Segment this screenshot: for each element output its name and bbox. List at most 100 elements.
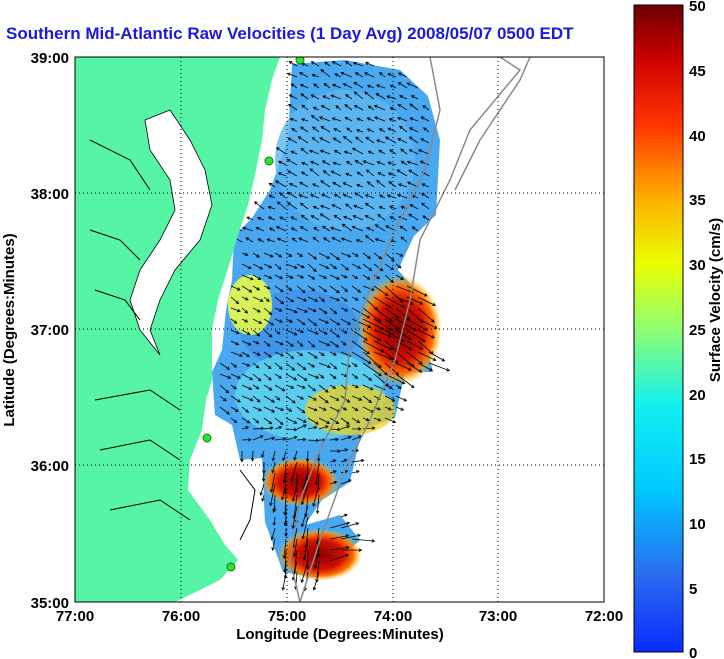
- velocity-vector-head: [332, 161, 337, 165]
- velocity-vector-head: [301, 409, 306, 414]
- velocity-vector: [318, 307, 328, 314]
- velocity-vector-head: [336, 322, 341, 326]
- velocity-vector: [296, 438, 306, 441]
- velocity-vector: [395, 406, 404, 411]
- x-tick-label: 74:00: [374, 608, 412, 625]
- velocity-vector-head: [305, 458, 310, 463]
- velocity-vector: [377, 214, 386, 221]
- velocity-vector-head: [330, 170, 335, 174]
- velocity-vector-head: [311, 136, 316, 141]
- velocity-vector-head: [268, 182, 273, 187]
- velocity-vector-head: [346, 160, 350, 165]
- velocity-vector-head: [343, 150, 348, 155]
- velocity-vector-head: [236, 308, 241, 313]
- velocity-vector-head: [411, 226, 416, 230]
- velocity-vector: [362, 362, 382, 376]
- velocity-vector-head: [312, 126, 316, 130]
- velocity-vector: [296, 285, 306, 293]
- velocity-vector: [408, 213, 419, 221]
- velocity-vector-head: [313, 83, 317, 87]
- velocity-vector-head: [406, 82, 411, 86]
- x-axis-label: Longitude (Degrees:Minutes): [236, 626, 444, 643]
- velocity-vector: [300, 148, 309, 155]
- velocity-vector: [277, 201, 287, 210]
- velocity-vector: [329, 252, 340, 260]
- velocity-vector: [343, 136, 353, 144]
- velocity-vector: [334, 194, 342, 199]
- velocity-vector: [317, 494, 320, 514]
- velocity-vector: [311, 215, 320, 221]
- velocity-vector-head: [300, 214, 305, 219]
- velocity-vector-head: [409, 301, 414, 305]
- velocity-vector: [422, 105, 430, 111]
- velocity-vector: [362, 296, 378, 311]
- velocity-vector-head: [303, 298, 308, 302]
- velocity-vector: [418, 149, 430, 155]
- velocity-vector: [395, 252, 403, 257]
- velocity-vector: [409, 136, 419, 144]
- velocity-vector-head: [364, 202, 369, 207]
- velocity-vector-head: [315, 375, 320, 379]
- velocity-vector-head: [284, 533, 288, 538]
- velocity-vector-head: [226, 366, 231, 370]
- velocity-vector-head: [278, 254, 283, 258]
- velocity-vector: [324, 61, 331, 67]
- velocity-vector: [296, 296, 307, 302]
- velocity-vector-head: [300, 147, 305, 152]
- velocity-vector: [296, 417, 307, 423]
- velocity-vector-head: [299, 253, 303, 257]
- velocity-vector: [290, 216, 298, 221]
- velocity-vector-head: [311, 364, 316, 368]
- velocity-vector: [384, 252, 395, 262]
- velocity-vector-head: [301, 535, 305, 540]
- y-tick-label: 36:00: [31, 458, 69, 475]
- velocity-vector-head: [397, 72, 402, 76]
- velocity-vector-head: [364, 91, 368, 95]
- velocity-vector-head: [268, 354, 272, 358]
- velocity-vector: [230, 395, 241, 403]
- velocity-vector: [373, 318, 393, 331]
- velocity-vector: [329, 351, 337, 356]
- velocity-vector-head: [288, 253, 293, 257]
- velocity-vector-head: [397, 103, 402, 108]
- velocity-vector-head: [368, 377, 373, 381]
- velocity-vector: [365, 203, 375, 210]
- velocity-vector-head: [371, 539, 376, 543]
- velocity-vector-head: [233, 320, 238, 324]
- velocity-vector: [320, 180, 331, 188]
- velocity-vector: [296, 384, 306, 389]
- velocity-vector: [270, 472, 276, 493]
- velocity-vector: [230, 384, 237, 390]
- velocity-vector-head: [268, 311, 273, 315]
- velocity-vector: [318, 285, 327, 293]
- velocity-vector-head: [376, 275, 381, 280]
- velocity-vector: [332, 84, 342, 89]
- velocity-vector: [299, 194, 309, 199]
- velocity-vector-head: [282, 555, 287, 560]
- velocity-vector-head: [286, 72, 291, 76]
- velocity-vector-head: [291, 498, 296, 502]
- velocity-vector-head: [249, 397, 254, 402]
- velocity-vector-head: [268, 333, 273, 338]
- velocity-vector-head: [226, 411, 230, 415]
- velocity-vector: [307, 274, 315, 280]
- velocity-vector: [285, 329, 297, 336]
- velocity-vector-head: [354, 72, 359, 76]
- velocity-vector: [321, 193, 331, 199]
- velocity-vector-head: [336, 297, 341, 302]
- velocity-vector-head: [344, 308, 349, 312]
- velocity-vector: [278, 161, 287, 166]
- velocity-vector: [230, 296, 239, 304]
- velocity-vector: [412, 226, 419, 232]
- velocity-vector: [362, 406, 374, 413]
- velocity-vector: [263, 307, 272, 315]
- velocity-vector-head: [356, 419, 361, 424]
- velocity-vector: [274, 285, 284, 292]
- velocity-vector: [274, 373, 282, 379]
- velocity-vector-head: [399, 125, 403, 130]
- velocity-vector-head: [403, 398, 408, 402]
- velocity-vector-head: [246, 420, 251, 424]
- velocity-vector-head: [344, 94, 349, 98]
- velocity-vector: [377, 172, 386, 177]
- velocity-vector-head: [315, 438, 320, 443]
